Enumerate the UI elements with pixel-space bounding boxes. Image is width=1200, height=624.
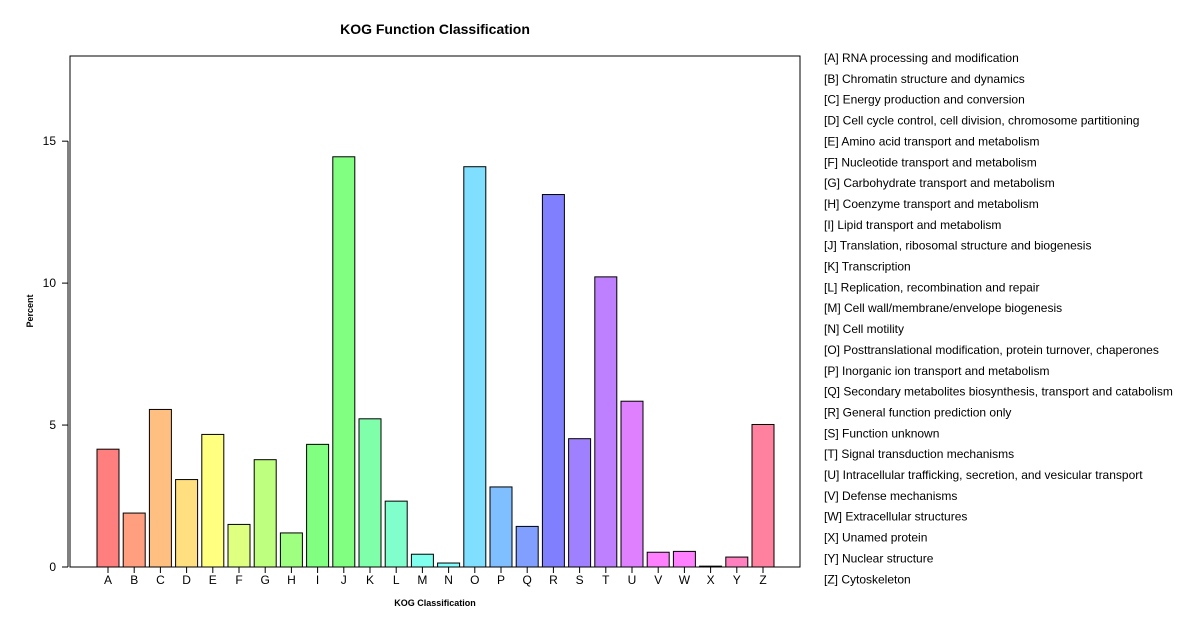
x-tick-label-U: U bbox=[628, 573, 637, 587]
bar-Z bbox=[751, 423, 775, 568]
bar-I bbox=[306, 443, 330, 568]
y-tick-label: 15 bbox=[43, 134, 57, 148]
bar-O bbox=[463, 166, 487, 568]
x-axis-label: KOG Classification bbox=[394, 598, 476, 608]
bar-W bbox=[672, 550, 696, 568]
legend-item: [U] Intracellular trafficking, secretion… bbox=[824, 468, 1143, 482]
y-tick-label: 5 bbox=[49, 418, 56, 432]
x-tick-label-M: M bbox=[417, 573, 427, 587]
legend-item: [Q] Secondary metabolites biosynthesis, … bbox=[824, 385, 1173, 399]
bar-L bbox=[384, 500, 408, 568]
legend-item: [X] Unamed protein bbox=[824, 531, 927, 545]
x-tick-label-C: C bbox=[156, 573, 165, 587]
legend-item: [B] Chromatin structure and dynamics bbox=[824, 72, 1025, 86]
legend-item: [W] Extracellular structures bbox=[824, 510, 967, 524]
bar-Q bbox=[515, 525, 539, 568]
x-tick-label-W: W bbox=[679, 573, 691, 587]
legend-item: [L] Replication, recombination and repai… bbox=[824, 280, 1039, 294]
x-tick-label-Y: Y bbox=[733, 573, 741, 587]
bar-M bbox=[410, 553, 434, 568]
x-tick-label-D: D bbox=[182, 573, 191, 587]
legend: [A] RNA processing and modification [B] C… bbox=[824, 51, 1173, 586]
bar-K bbox=[358, 418, 382, 568]
x-tick-label-I: I bbox=[316, 573, 319, 587]
x-tick-label-A: A bbox=[104, 573, 112, 587]
x-tick-label-H: H bbox=[287, 573, 296, 587]
legend-item: [R] General function prediction only bbox=[824, 405, 1011, 419]
bar-J bbox=[332, 156, 356, 568]
x-tick-label-F: F bbox=[235, 573, 242, 587]
legend-item: [M] Cell wall/membrane/envelope biogenes… bbox=[824, 301, 1062, 315]
bar-T bbox=[594, 276, 618, 568]
bar-G bbox=[253, 459, 277, 568]
x-tick-label-N: N bbox=[444, 573, 453, 587]
legend-item: [F] Nucleotide transport and metabolism bbox=[824, 155, 1037, 169]
bar-H bbox=[279, 532, 303, 568]
legend-item: [A] RNA processing and modification bbox=[824, 51, 1019, 65]
bar-C bbox=[148, 408, 172, 568]
x-tick-label-L: L bbox=[393, 573, 400, 587]
legend-item: [Y] Nuclear structure bbox=[824, 551, 934, 565]
bars bbox=[96, 156, 775, 568]
x-tick-label-V: V bbox=[654, 573, 662, 587]
x-axis: A B C D E F G H I J K L M N O P Q R S T U V W X Y Z bbox=[104, 566, 767, 587]
x-tick-label-P: P bbox=[497, 573, 505, 587]
x-tick-label-R: R bbox=[549, 573, 558, 587]
bar-S bbox=[568, 438, 592, 568]
x-tick-label-T: T bbox=[602, 573, 610, 587]
bar-U bbox=[620, 400, 644, 568]
x-tick-label-O: O bbox=[470, 573, 479, 587]
x-tick-label-Z: Z bbox=[759, 573, 766, 587]
legend-item: [P] Inorganic ion transport and metaboli… bbox=[824, 364, 1049, 378]
x-tick-label-J: J bbox=[341, 573, 347, 587]
x-tick-label-S: S bbox=[576, 573, 584, 587]
x-tick-label-B: B bbox=[130, 573, 138, 587]
bar-E bbox=[201, 433, 225, 568]
bar-P bbox=[489, 486, 513, 568]
bar-Y bbox=[725, 556, 749, 568]
x-tick-label-G: G bbox=[261, 573, 270, 587]
bar-V bbox=[646, 551, 670, 568]
legend-item: [H] Coenzyme transport and metabolism bbox=[824, 197, 1039, 211]
bar-B bbox=[122, 512, 146, 568]
legend-item: [K] Transcription bbox=[824, 260, 911, 274]
bar-D bbox=[175, 479, 199, 568]
legend-item: [D] Cell cycle control, cell division, c… bbox=[824, 114, 1139, 128]
legend-item: [Z] Cytoskeleton bbox=[824, 572, 911, 586]
bar-A bbox=[96, 448, 120, 568]
legend-item: [N] Cell motility bbox=[824, 322, 904, 336]
legend-item: [T] Signal transduction mechanisms bbox=[824, 447, 1014, 461]
y-axis-label: Percent bbox=[25, 294, 35, 327]
legend-item: [J] Translation, ribosomal structure and… bbox=[824, 239, 1091, 253]
y-axis: 0 5 10 15 bbox=[43, 134, 69, 574]
x-tick-label-K: K bbox=[366, 573, 374, 587]
chart-title: KOG Function Classification bbox=[340, 21, 530, 37]
y-tick-label: 10 bbox=[43, 276, 57, 290]
legend-item: [O] Posttranslational modification, prot… bbox=[824, 343, 1159, 357]
legend-item: [V] Defense mechanisms bbox=[824, 489, 957, 503]
legend-item: [E] Amino acid transport and metabolism bbox=[824, 134, 1039, 148]
legend-item: [I] Lipid transport and metabolism bbox=[824, 218, 1001, 232]
legend-item: [G] Carbohydrate transport and metabolis… bbox=[824, 176, 1055, 190]
bar-R bbox=[541, 194, 565, 568]
x-tick-label-X: X bbox=[707, 573, 715, 587]
y-tick-label: 0 bbox=[49, 560, 56, 574]
x-tick-label-E: E bbox=[209, 573, 217, 587]
bar-F bbox=[227, 523, 251, 568]
legend-item: [S] Function unknown bbox=[824, 426, 939, 440]
legend-item: [C] Energy production and conversion bbox=[824, 93, 1025, 107]
bar-N bbox=[437, 562, 461, 568]
x-tick-label-Q: Q bbox=[523, 573, 532, 587]
